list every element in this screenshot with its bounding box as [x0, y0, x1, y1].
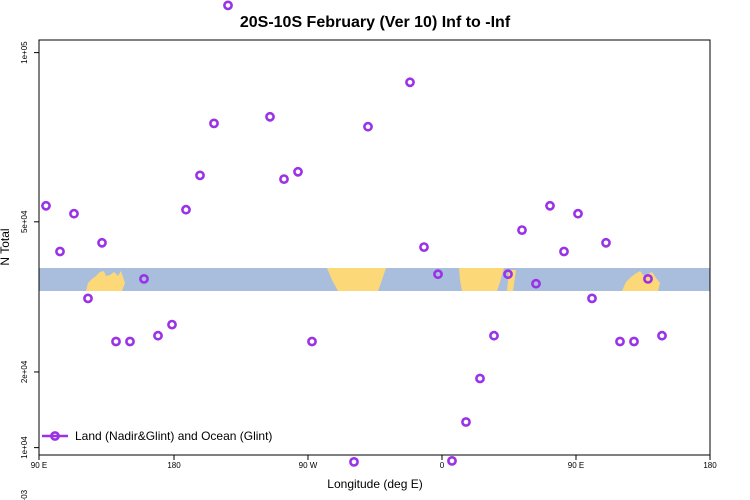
data-point [111, 336, 121, 347]
data-point [615, 336, 625, 347]
data-point [195, 170, 205, 181]
x-axis-label: Longitude (deg E) [327, 477, 422, 491]
data-point [69, 208, 79, 219]
y-tick-label: 5e+03 [20, 489, 29, 500]
data-point [41, 200, 51, 211]
data-point [601, 237, 611, 248]
data-point [531, 278, 541, 289]
data-point [405, 77, 415, 88]
y-axis-label: N Total [0, 228, 12, 265]
data-points [41, 0, 667, 467]
data-point [517, 225, 527, 235]
data-point [587, 293, 597, 304]
chart-title: 20S-10S February (Ver 10) Inf to -Inf [240, 14, 511, 31]
legend-marker [50, 431, 60, 441]
data-point [461, 417, 471, 427]
data-point [475, 373, 485, 384]
y-axis: 5e+03 1e+04 2e+04 5e+04 1e+05 [20, 41, 39, 500]
x-tick-label: 90 E [568, 461, 584, 470]
data-point [559, 246, 569, 257]
x-tick-label: 180 [167, 461, 181, 470]
land-region [86, 271, 125, 291]
y-tick-label: 1e+04 [20, 436, 29, 459]
data-point [363, 121, 373, 132]
legend-label: Land (Nadir&Glint) and Ocean (Glint) [75, 429, 272, 443]
data-point [167, 319, 177, 330]
y-tick-label: 2e+04 [20, 360, 29, 383]
data-point [153, 330, 163, 341]
legend: Land (Nadir&Glint) and Ocean (Glint) [42, 429, 272, 443]
x-tick-label: 180 [703, 461, 717, 470]
x-tick-label: 90 W [299, 461, 318, 470]
land-region [507, 270, 516, 291]
data-point [307, 336, 317, 347]
y-tick-label: 5e+04 [20, 210, 29, 233]
data-point [447, 455, 457, 466]
data-point [545, 200, 555, 211]
data-point [657, 330, 667, 341]
data-point [223, 0, 233, 11]
data-point [83, 293, 93, 304]
data-point [349, 456, 359, 467]
data-point [293, 166, 303, 177]
land-region [327, 268, 386, 291]
data-point [573, 208, 583, 219]
data-point [629, 336, 639, 347]
land-ocean-band [39, 268, 710, 291]
data-point [279, 174, 289, 184]
data-point [181, 204, 191, 215]
data-point [503, 269, 513, 280]
data-point [489, 330, 499, 341]
x-tick-label: 90 E [31, 461, 47, 470]
data-point [265, 111, 275, 122]
y-tick-label: 1e+05 [20, 41, 29, 64]
data-point [55, 246, 65, 257]
x-tick-label: 0 [440, 461, 445, 470]
data-point [97, 237, 107, 248]
data-point [643, 273, 653, 284]
data-point [419, 242, 429, 252]
land-region [459, 268, 504, 291]
data-point [125, 336, 135, 347]
plot-frame [38, 39, 711, 456]
data-point [209, 118, 219, 129]
data-point [139, 273, 149, 284]
x-axis: 90 E 180 90 W 0 90 E 180 [31, 455, 717, 470]
data-point [433, 269, 443, 280]
